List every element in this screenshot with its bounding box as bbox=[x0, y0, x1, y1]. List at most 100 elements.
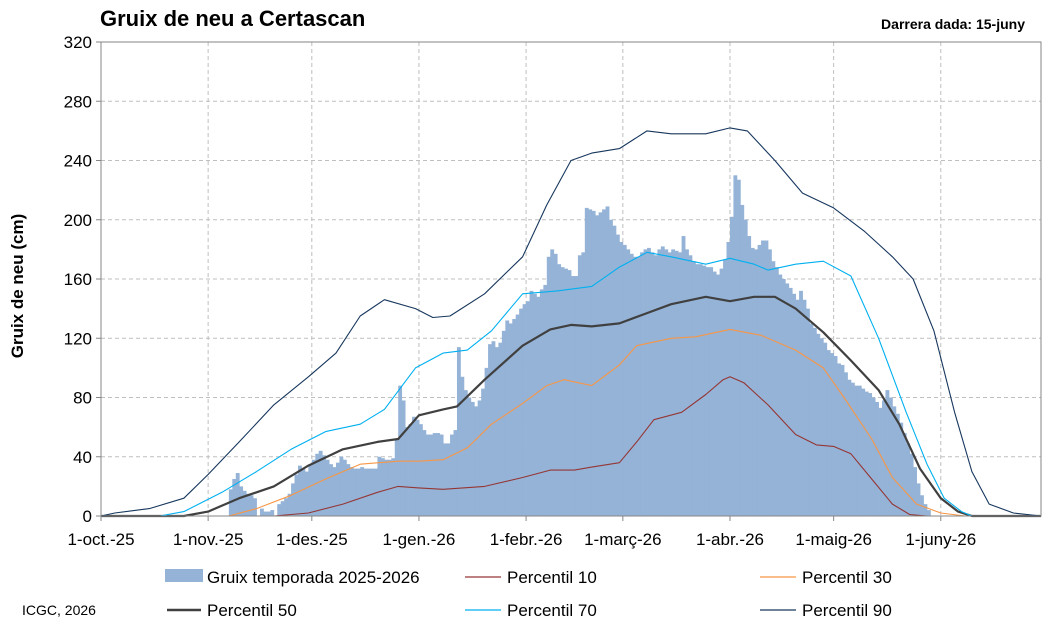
snow-depth-bar bbox=[785, 283, 790, 516]
snow-depth-bar bbox=[830, 353, 835, 516]
snow-depth-bar bbox=[450, 434, 454, 516]
snow-depth-bar bbox=[377, 456, 382, 516]
snow-depth-bar bbox=[702, 265, 707, 516]
snow-depth-bar bbox=[671, 249, 676, 516]
snow-depth-bar bbox=[405, 427, 409, 516]
snow-depth-bar bbox=[315, 453, 320, 516]
legend-label: Percentil 10 bbox=[507, 568, 597, 587]
snow-depth-bar bbox=[443, 443, 447, 516]
snow-depth-bar bbox=[726, 241, 731, 516]
snow-depth-bar bbox=[567, 270, 572, 516]
snow-depth-bar bbox=[539, 289, 544, 516]
snow-depth-bar bbox=[840, 364, 845, 516]
legend-label: Percentil 70 bbox=[507, 601, 597, 620]
snow-depth-bar bbox=[844, 372, 848, 516]
snow-depth-bar bbox=[304, 471, 309, 516]
snow-depth-bar bbox=[235, 473, 240, 516]
snow-depth-bar bbox=[733, 175, 738, 516]
snow-depth-bar bbox=[560, 267, 565, 516]
snow-depth-bar bbox=[550, 249, 555, 516]
snow-depth-bar bbox=[360, 467, 365, 516]
snow-depth-bar bbox=[719, 268, 724, 516]
snow-depth-bar bbox=[892, 406, 897, 516]
snow-depth-bar bbox=[743, 219, 748, 516]
snow-depth-bar bbox=[349, 467, 354, 516]
snow-depth-bar bbox=[380, 458, 385, 516]
x-tick-label: 1-abr.-26 bbox=[696, 530, 764, 549]
snow-depth-bar bbox=[609, 219, 613, 516]
x-tick-label: 1-març-26 bbox=[584, 530, 661, 549]
snow-depth-bar bbox=[809, 323, 814, 516]
x-tick-label: 1-oct.-25 bbox=[67, 530, 134, 549]
snow-depth-bar bbox=[342, 459, 347, 516]
snow-depth-bar bbox=[888, 397, 893, 516]
snow-depth-bar bbox=[553, 253, 558, 516]
snow-depth-bar bbox=[636, 256, 641, 516]
snow-depth-bar bbox=[906, 443, 911, 516]
snow-depth-bar bbox=[460, 376, 465, 516]
snow-depth-bar bbox=[781, 279, 786, 516]
snow-depth-bar bbox=[384, 459, 389, 516]
snow-depth-bar bbox=[498, 342, 503, 516]
snow-depth-bar bbox=[871, 397, 876, 516]
snow-depth-bar bbox=[529, 290, 534, 516]
legend-swatch bbox=[165, 569, 203, 582]
snow-depth-bar bbox=[266, 511, 271, 516]
snow-depth-bar bbox=[754, 249, 759, 516]
snow-depth-bar bbox=[685, 249, 689, 516]
snow-depth-bar bbox=[875, 401, 879, 516]
snow-depth-bar bbox=[729, 216, 734, 516]
snow-depth-bar bbox=[512, 318, 517, 516]
snow-depth-bar bbox=[294, 474, 299, 516]
snow-depth-bar bbox=[757, 244, 762, 516]
snow-depth-bar bbox=[501, 330, 506, 516]
snow-depth-bar bbox=[861, 388, 866, 516]
snow-depth-bar bbox=[647, 247, 651, 517]
snow-depth-bar bbox=[864, 391, 869, 516]
snow-depth-bar bbox=[826, 350, 831, 516]
snow-depth-bar bbox=[588, 209, 593, 516]
snow-depth-bar bbox=[336, 462, 340, 516]
last-date-label: Darrera dada: bbox=[881, 16, 973, 32]
snow-depth-bar bbox=[923, 504, 928, 516]
last-date-info: Darrera dada: 15-juny bbox=[881, 16, 1025, 32]
snow-depth-bar bbox=[425, 434, 430, 516]
series-line-percentil-10 bbox=[101, 376, 1041, 517]
legend-label: Percentil 50 bbox=[207, 601, 297, 620]
snow-depth-bar bbox=[868, 393, 873, 516]
snow-depth-bar bbox=[242, 490, 247, 516]
snow-depth-bar bbox=[615, 234, 620, 516]
snow-depth-bar bbox=[332, 467, 337, 516]
snow-depth-bar bbox=[771, 261, 776, 516]
legend-label: Gruix temporada 2025-2026 bbox=[207, 568, 420, 587]
snow-depth-bar bbox=[740, 204, 745, 516]
snow-depth-bar bbox=[723, 259, 727, 516]
snow-depth-bar bbox=[253, 498, 257, 516]
snow-depth-bar bbox=[432, 433, 437, 516]
snow-depth-bar bbox=[678, 252, 682, 516]
snow-depth-bar bbox=[854, 385, 859, 516]
snow-depth-bar bbox=[626, 249, 631, 516]
snow-depth-bar bbox=[522, 304, 527, 516]
snow-depth-bar bbox=[882, 400, 886, 516]
snow-depth-bar bbox=[394, 438, 399, 516]
snow-depth-bar bbox=[249, 495, 254, 516]
snow-depth-bar bbox=[819, 338, 824, 516]
snow-depth-bar bbox=[681, 236, 686, 516]
legend-label: Percentil 90 bbox=[802, 601, 892, 620]
snow-depth-bar bbox=[322, 455, 327, 516]
snow-depth-bar bbox=[456, 347, 461, 516]
snow-depth-bar bbox=[767, 249, 772, 516]
legend: Gruix temporada 2025-2026 Percentil 10 Per… bbox=[165, 568, 892, 620]
snow-depth-bar bbox=[398, 385, 403, 516]
percentile-lines bbox=[100, 127, 1042, 518]
snow-depth-bar bbox=[847, 379, 852, 516]
snow-depth-bar bbox=[878, 407, 883, 516]
snow-depth-bar bbox=[913, 467, 917, 516]
snow-depth-bar bbox=[387, 459, 392, 516]
snow-depth-bar bbox=[356, 468, 361, 516]
y-tick-label: 40 bbox=[73, 448, 92, 467]
snow-depth-bar bbox=[429, 434, 434, 516]
snow-depth-bar bbox=[246, 493, 251, 516]
x-tick-label: 1-juny-26 bbox=[905, 530, 976, 549]
